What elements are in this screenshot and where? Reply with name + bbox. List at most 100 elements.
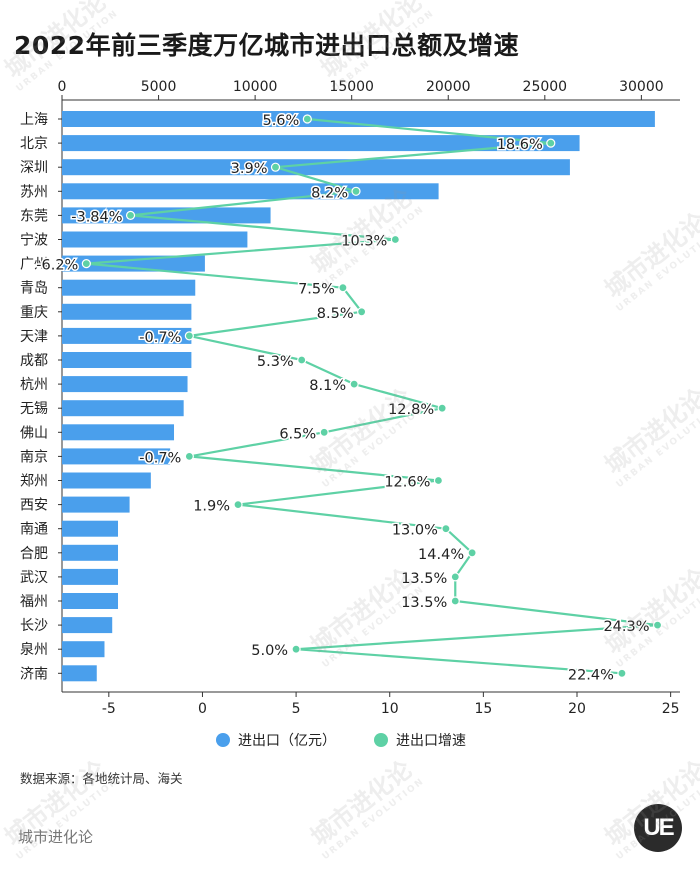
category-label: 长沙	[20, 618, 48, 634]
category-label: 苏州	[20, 184, 48, 200]
bar-series	[62, 111, 655, 682]
category-labels: 上海北京深圳苏州东莞宁波广州青岛重庆天津成都杭州无锡佛山南京郑州西安南通合肥武汉…	[20, 112, 62, 682]
growth-data-label: 6.5%	[279, 426, 316, 442]
growth-point	[297, 355, 307, 365]
legend-bar-swatch	[216, 733, 230, 747]
growth-data-label: 22.4%	[568, 667, 614, 683]
growth-point	[302, 114, 312, 124]
category-label: 深圳	[20, 160, 48, 176]
bar	[62, 496, 130, 513]
logo-text: UE	[643, 814, 674, 841]
growth-point	[184, 331, 194, 341]
bottom-axis-tick-label: 15	[474, 701, 492, 717]
line-series: 5.6% 18.6% 3.9% 8.2% -3.84% 10.3% -6.2% 7.5% 8.5…	[35, 112, 663, 685]
top-axis-tick-label: 15000	[329, 79, 374, 95]
bar	[62, 665, 97, 682]
growth-data-label: 5.3%	[257, 354, 294, 370]
growth-point	[319, 427, 329, 437]
bar	[62, 111, 655, 127]
growth-data-label: 12.6%	[384, 475, 430, 491]
growth-data-label: 13.5%	[401, 571, 447, 587]
bar	[62, 520, 119, 537]
category-label: 青岛	[20, 281, 48, 297]
top-axis-tick-label: 10000	[233, 79, 278, 95]
category-label: 上海	[20, 112, 48, 128]
top-axis-tick-label: 25000	[523, 79, 568, 95]
category-label: 佛山	[20, 425, 48, 441]
bar	[62, 207, 271, 224]
bottom-axis-tick-label: 5	[292, 701, 301, 717]
growth-point	[450, 596, 460, 606]
legend-item-bars[interactable]: 进出口（亿元）	[216, 730, 336, 750]
growth-point	[184, 451, 194, 461]
growth-data-label: 12.8%	[388, 402, 434, 418]
growth-data-label: 10.3%	[341, 234, 387, 250]
growth-line	[85, 117, 659, 675]
growth-point	[652, 620, 663, 630]
growth-data-label: -6.2%	[36, 258, 78, 274]
bottom-axis: -5 0 5 10 15 20 25	[62, 691, 680, 717]
bar	[62, 400, 184, 417]
category-label: 泉州	[20, 641, 48, 658]
bar	[62, 352, 192, 368]
bar	[62, 279, 196, 296]
category-label: 西安	[20, 498, 48, 514]
growth-point	[233, 500, 243, 510]
growth-data-label: 13.0%	[392, 523, 438, 539]
growth-point	[351, 186, 361, 196]
chart-title: 2022年前三季度万亿城市进出口总额及增速	[14, 31, 520, 60]
growth-data-label: 13.5%	[401, 595, 447, 611]
growth-data-label: 14.4%	[418, 547, 464, 563]
growth-point	[546, 138, 556, 148]
growth-data-label: -3.84%	[71, 209, 122, 225]
growth-data-label: 18.6%	[497, 137, 543, 153]
growth-point	[433, 475, 444, 486]
growth-data-label: 5.0%	[251, 643, 288, 659]
growth-point	[349, 379, 359, 389]
brand-name: 城市进化论	[18, 828, 94, 846]
category-label: 重庆	[20, 305, 48, 321]
category-label: 天津	[20, 329, 48, 345]
source-note: 数据来源：各地统计局、海关	[20, 771, 183, 786]
legend-bar-label: 进出口（亿元）	[238, 733, 336, 749]
legend-line-swatch	[374, 733, 388, 747]
growth-data-label: 3.9%	[231, 161, 268, 177]
growth-point	[357, 307, 367, 317]
category-label: 北京	[20, 136, 48, 152]
category-label: 福州	[20, 594, 48, 610]
brand-logo: UE	[634, 804, 682, 852]
bar	[62, 448, 171, 465]
bar	[62, 376, 188, 393]
bar	[62, 183, 439, 200]
growth-data-label: 5.6%	[262, 113, 299, 129]
bar	[62, 303, 192, 320]
bottom-axis-tick-label: 25	[662, 701, 680, 717]
growth-data-label: 8.1%	[309, 378, 346, 394]
growth-point	[467, 548, 477, 558]
category-label: 合肥	[20, 546, 48, 562]
bar	[62, 593, 119, 609]
growth-data-label: 24.3%	[603, 619, 649, 635]
growth-point	[390, 234, 400, 245]
growth-data-label: 8.5%	[317, 306, 354, 322]
legend-item-line[interactable]: 进出口增速	[374, 730, 466, 750]
growth-point	[450, 572, 460, 582]
category-label: 东莞	[20, 208, 48, 224]
category-label: 武汉	[20, 570, 48, 586]
bar	[62, 617, 113, 634]
growth-point	[270, 162, 281, 172]
growth-data-label: -0.7%	[139, 450, 181, 466]
bar	[62, 568, 119, 585]
bottom-axis-tick-label: 10	[381, 701, 399, 717]
bar	[62, 135, 580, 152]
growth-data-label: 8.2%	[311, 185, 348, 201]
growth-point	[291, 644, 301, 654]
bar	[62, 472, 151, 489]
bar	[62, 255, 205, 272]
growth-data-label: -0.7%	[139, 330, 181, 346]
category-label: 宁波	[20, 232, 48, 249]
growth-point	[338, 283, 348, 293]
top-axis-tick-label: 0	[58, 79, 67, 95]
bar	[62, 159, 570, 176]
